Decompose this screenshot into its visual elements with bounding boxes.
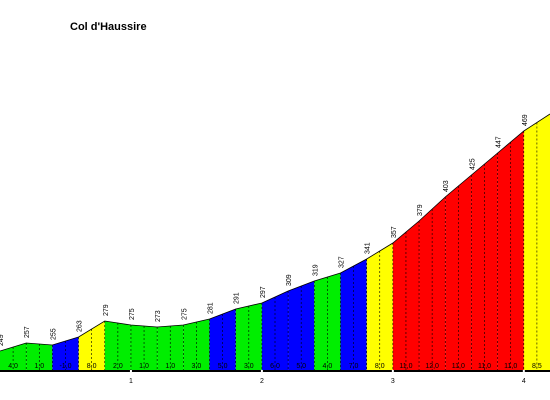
altitude-label: 281 [208,302,215,314]
gradient-label: 8,5 [532,363,542,370]
altitude-labels: 249 257 255 263 279 275 273 275 281 291 297 309 319 3… [0,114,529,346]
altitude-label: 379 [417,204,424,216]
gradient-label: 1,0 [139,363,149,370]
profile-segment [183,319,210,370]
profile-segment [288,281,315,370]
altitude-label: 341 [365,242,372,254]
altitude-label: 291 [234,292,241,304]
profile-segment [419,197,446,370]
altitude-label: 275 [129,308,136,320]
profile-segment [523,114,550,370]
gradient-label: 5,0 [296,363,306,370]
altitude-label: 257 [24,326,31,338]
gradient-label: 5,0 [218,363,228,370]
profile-outline [0,113,550,352]
profile-segment [104,321,131,370]
chart-title: Col d'Haussire [70,21,147,33]
profile-line [0,113,550,352]
km-tick-label: 2 [260,378,264,385]
gradient-label: 11,0 [452,363,465,370]
altitude-label: 403 [443,180,450,192]
altitude-label: 249 [0,334,5,346]
profile-segment [445,175,472,370]
altitude-label: 309 [286,274,293,286]
profile-segment [235,303,262,370]
km-tick-label: 4 [522,378,526,385]
altitude-label: 447 [496,136,503,148]
km-tick-label: 1 [129,378,133,385]
gradient-label: 3,0 [244,363,254,370]
altitude-label: 275 [181,308,188,320]
gradient-label: 11,0 [399,363,412,370]
gradient-label: 4,0 [323,363,333,370]
gradient-label: 8,0 [375,363,385,370]
gradient-label: 4,0 [8,363,18,370]
km-tick-label: 3 [391,378,395,385]
gradient-label: 2,0 [113,363,123,370]
gradient-label: 11,0 [504,363,517,370]
altitude-label: 357 [391,226,398,238]
gradient-label: 7,0 [349,363,359,370]
altitude-label: 255 [50,328,57,340]
gradient-label: 6,0 [270,363,280,370]
km-axis: 1 2 3 4 [0,370,550,385]
altitude-label: 279 [103,304,110,316]
profile-segment [392,221,420,370]
altitude-label: 297 [260,286,267,298]
profile-segment [366,243,393,370]
altitude-label: 273 [155,310,162,322]
gradient-label: -1,0 [59,363,71,370]
altitude-label: 327 [338,256,345,268]
gradient-labels: 4,0 1,0 -1,0 8,0 2,0 1,0 1,0 3,0 5,0 3,0 6,0 5,0 4,0… [8,363,542,370]
gradient-label: 3,0 [192,363,202,370]
altitude-label: 469 [522,114,529,126]
segment-dividers [12,122,538,370]
altitude-label: 425 [469,158,476,170]
altitude-label: 263 [77,320,84,332]
altitude-label: 319 [312,264,319,276]
gradient-label: 1,0 [165,363,175,370]
gradient-label: 1,0 [34,363,44,370]
gradient-label: 12,0 [425,363,439,370]
gradient-label: 11,0 [478,363,491,370]
gradient-label: 8,0 [87,363,97,370]
